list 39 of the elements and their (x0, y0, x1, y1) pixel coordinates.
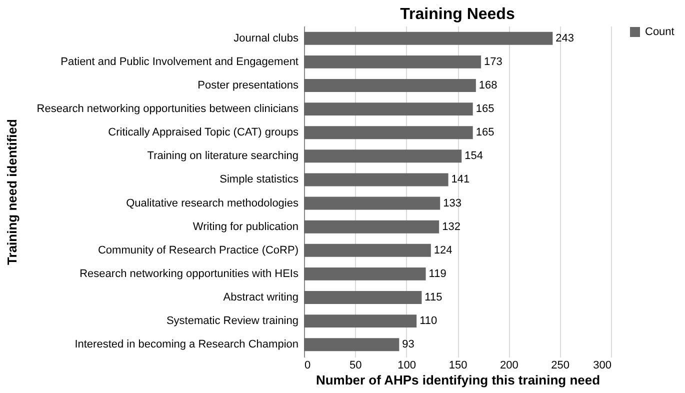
legend-label: Count (645, 26, 674, 38)
data-label: 165 (476, 126, 494, 139)
y-tick-label: Systematic Review training (166, 315, 298, 328)
y-tick-label: Abstract writing (223, 292, 298, 304)
data-label: 173 (484, 56, 502, 68)
x-tick-label: 150 (448, 360, 468, 372)
y-tick-label: Journal clubs (234, 32, 299, 44)
y-tick-label: Community of Research Practice (CoRP) (98, 244, 298, 256)
y-tick-label: Poster presentations (198, 79, 299, 92)
y-tick-label: Training on literature searching (147, 150, 298, 162)
data-label: 110 (420, 315, 438, 328)
x-tick-label: 0 (304, 360, 311, 372)
x-tick-label: 100 (398, 360, 416, 372)
y-tick-label: Interested in becoming a Research Champion (74, 338, 298, 351)
y-tick-label: Patient and Public Involvement and Engagement (60, 56, 298, 68)
chart-title: Training Needs (400, 6, 515, 23)
y-tick-label: Research networking opportunities with HEIs (80, 268, 299, 280)
data-label: 119 (428, 268, 446, 280)
data-label: 93 (402, 338, 414, 351)
y-tick-label: Qualitative research methodologies (126, 197, 299, 210)
y-tick-label: Simple statistics (220, 174, 299, 186)
x-tick-label: 50 (350, 360, 362, 372)
y-tick-label: Research networking opportunities between clinicians (36, 103, 299, 116)
x-tick-label: 200 (500, 360, 518, 372)
data-label: 124 (434, 244, 452, 256)
data-label: 168 (478, 79, 498, 92)
data-label: 115 (424, 292, 442, 304)
data-label: 154 (464, 150, 483, 162)
y-tick-label: Critically Appraised Topic (CAT) groups (108, 126, 299, 139)
y-axis-title: Training need identified (4, 118, 20, 265)
data-label: 133 (443, 197, 462, 210)
x-tick-label: 250 (551, 360, 570, 372)
data-label: 141 (451, 174, 470, 186)
x-axis-title: Number of AHPs identifying this training need (316, 372, 600, 388)
data-label: 132 (442, 220, 460, 233)
data-label: 243 (556, 32, 574, 44)
x-tick-label: 300 (593, 360, 612, 372)
y-tick-label: Writing for publication (192, 220, 298, 233)
data-label: 165 (476, 103, 494, 116)
